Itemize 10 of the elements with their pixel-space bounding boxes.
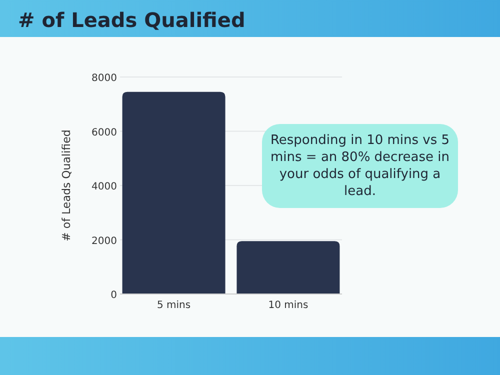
x-tick-label: 10 mins: [268, 300, 308, 311]
y-tick-label: 2000: [92, 236, 117, 247]
y-tick-label: 8000: [92, 73, 117, 84]
annotation: Responding in 10 mins vs 5 mins = an 80% decrease in your odds of qualifying a lead.: [270, 133, 450, 199]
x-tick-label: 5 mins: [156, 300, 191, 311]
y-tick-label: 0: [110, 290, 117, 301]
y-tick-label: 4000: [92, 182, 117, 192]
y-axis-title: # of Leads Qualified: [60, 130, 73, 242]
chart-title: # of Leads Qualified: [18, 8, 246, 32]
y-tick-label: 6000: [92, 127, 117, 138]
